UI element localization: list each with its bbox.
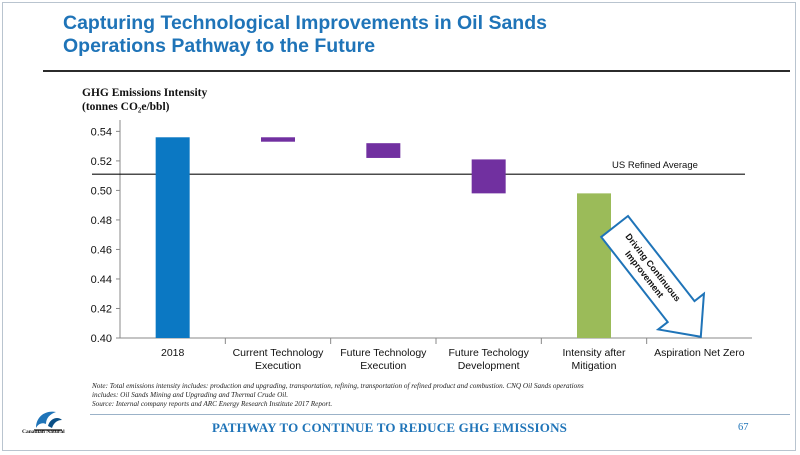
x-category-label: Execution xyxy=(255,360,301,372)
y-tick-label: 0.40 xyxy=(91,333,112,345)
note-source: Source: Internal company reports and ARC… xyxy=(92,400,333,408)
x-category-label: Future Techology xyxy=(448,347,529,359)
y-axis-label-line-1: GHG Emissions Intensity xyxy=(82,87,208,99)
page-number: 67 xyxy=(738,422,749,433)
x-category-label: Future Technology xyxy=(340,347,427,359)
y-tick-label: 0.42 xyxy=(91,303,112,315)
title-divider xyxy=(43,70,790,72)
slide-title: Capturing Technological Improvements in … xyxy=(63,12,703,58)
x-category-label: Aspiration Net Zero xyxy=(654,347,745,359)
note-line-2: includes: Oil Sands Mining and Upgrading… xyxy=(92,391,289,399)
slide: Capturing Technological Improvements in … xyxy=(2,2,796,451)
chart-note: Note: Total emissions intensity includes… xyxy=(92,382,752,409)
footer-divider xyxy=(90,414,790,415)
arrow-shape xyxy=(599,214,706,338)
y-tick-label: 0.44 xyxy=(91,274,112,286)
y-tick-label: 0.52 xyxy=(91,156,112,168)
bar-1 xyxy=(261,137,295,142)
x-category-label: Intensity after xyxy=(562,347,626,359)
x-category-label: Mitigation xyxy=(572,360,617,372)
x-category-label: Current Technology xyxy=(233,347,325,359)
x-category-label: Execution xyxy=(360,360,406,372)
x-category-label: 2018 xyxy=(161,347,185,359)
y-axis-label: GHG Emissions Intensity (tonnes CO₂e/bbl… xyxy=(82,86,207,114)
logo-text: Canadian Natural xyxy=(22,429,65,435)
y-axis-label-line-2: (tonnes CO₂e/bbl) xyxy=(82,101,170,113)
x-category-label: Development xyxy=(458,360,520,372)
y-tick-label: 0.48 xyxy=(91,215,112,227)
title-line-1: Capturing Technological Improvements in … xyxy=(63,12,547,34)
y-tick-label: 0.50 xyxy=(91,185,112,197)
bar-2 xyxy=(366,143,401,158)
y-tick-label: 0.54 xyxy=(91,126,112,138)
title-line-2: Operations Pathway to the Future xyxy=(63,35,376,57)
note-line-1: Note: Total emissions intensity includes… xyxy=(92,382,584,390)
footer-tagline: PATHWAY TO CONTINUE TO REDUCE GHG EMISSI… xyxy=(212,420,568,435)
bar-0 xyxy=(155,137,190,338)
us-refined-average-label: US Refined Average xyxy=(612,160,698,171)
bar-4 xyxy=(577,193,611,338)
y-tick-label: 0.46 xyxy=(91,244,112,256)
bar-3 xyxy=(471,159,506,194)
canadian-natural-logo-icon xyxy=(34,411,62,431)
